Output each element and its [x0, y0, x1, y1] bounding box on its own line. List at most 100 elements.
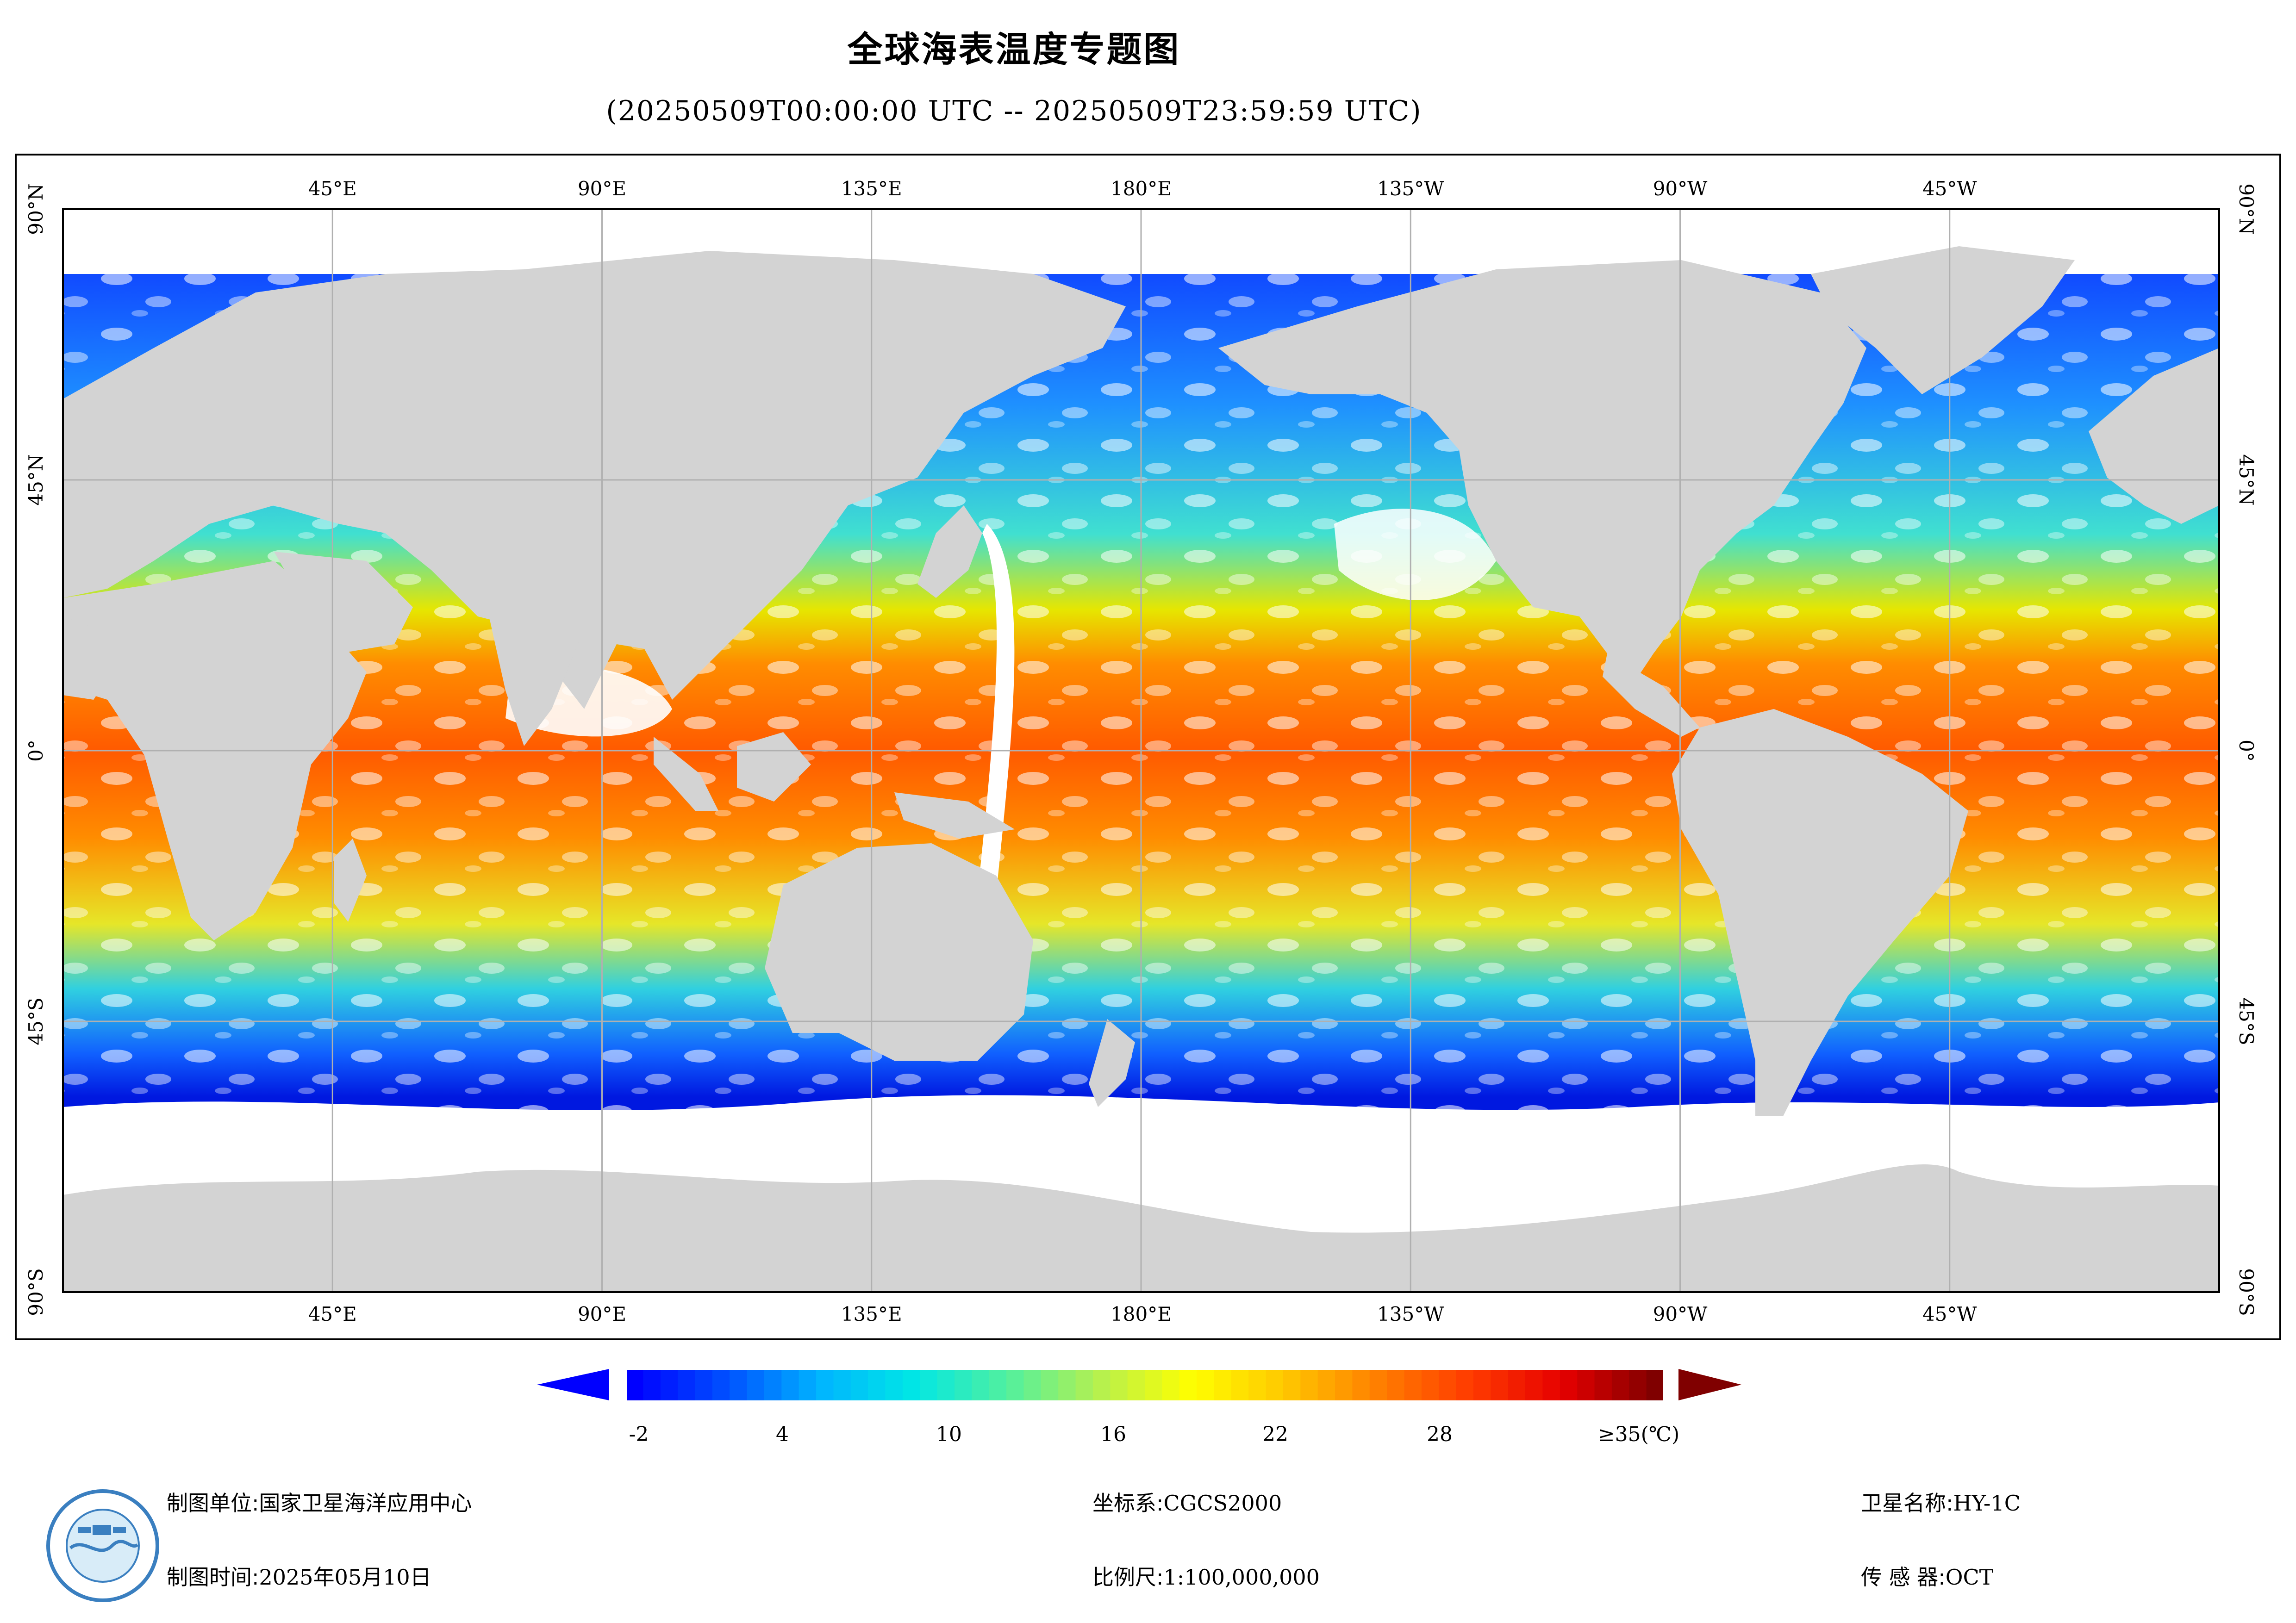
colorbar-swatch	[781, 1369, 799, 1401]
colorbar-swatch	[1058, 1369, 1076, 1401]
lon-tick-label-top: 45°E	[308, 177, 357, 200]
central-america	[1603, 653, 1700, 737]
footer-crs: 坐标系:CGCS2000	[1092, 1486, 1282, 1517]
sumatra	[654, 737, 718, 811]
australia	[765, 843, 1033, 1061]
colorbar-swatch	[1439, 1369, 1457, 1401]
arabia	[274, 552, 413, 653]
colorbar-swatch	[1629, 1369, 1647, 1401]
india	[487, 607, 580, 746]
lat-tick-label-left: 45°N	[25, 454, 47, 505]
colorbar-swatch	[1162, 1369, 1180, 1401]
colorbar-tick-label: -2	[629, 1423, 649, 1446]
colorbar-swatch	[1387, 1369, 1405, 1401]
colorbar-swatch	[643, 1369, 661, 1401]
colorbar-tick-label: 16	[1100, 1423, 1126, 1446]
colorbar-swatch	[799, 1369, 817, 1401]
colorbar-swatch	[954, 1369, 972, 1401]
colorbar-swatch	[902, 1369, 920, 1401]
lon-tick-label-bottom: 90°E	[578, 1303, 626, 1325]
colorbar-swatch	[1023, 1369, 1042, 1401]
colorbar-swatch	[1473, 1369, 1491, 1401]
colorbar-swatch	[1560, 1369, 1578, 1401]
colorbar-swatch	[972, 1369, 990, 1401]
graticule	[63, 209, 2219, 1292]
lon-tick-label-bottom: 135°E	[841, 1303, 902, 1325]
new-zealand	[1089, 1019, 1135, 1107]
colorbar-swatch	[730, 1369, 748, 1401]
lat-tick-label-right: 90°S	[2235, 1268, 2258, 1316]
lon-tick-label-top: 135°W	[1377, 177, 1444, 200]
footer-crs-value: CGCS2000	[1163, 1491, 1282, 1516]
footer-time: 制图时间:2025年05月10日	[167, 1561, 431, 1591]
nsoas-logo-icon	[46, 1489, 159, 1602]
colorbar-swatch	[1197, 1369, 1215, 1401]
footer-sensor-label: 传 感 器:	[1861, 1565, 1946, 1590]
colorbar-swatch	[1092, 1369, 1111, 1401]
colorbar-swatch	[1145, 1369, 1162, 1401]
map-frame	[15, 154, 2281, 1340]
colorbar-swatch	[1231, 1369, 1249, 1401]
north-america	[1218, 260, 1866, 681]
colorbar-swatch	[1283, 1369, 1301, 1401]
lon-tick-label-bottom: 45°E	[308, 1303, 357, 1325]
colorbar-swatch	[1041, 1369, 1059, 1401]
lat-tick-label-left: 90°N	[25, 183, 47, 235]
colorbar-swatch	[1127, 1369, 1145, 1401]
map-border	[62, 208, 2220, 1293]
footer-time-label: 制图时间:	[167, 1565, 259, 1590]
colorbar-swatch	[1508, 1369, 1526, 1401]
colorbar-swatch	[1646, 1369, 1664, 1401]
colorbar-outline	[625, 1368, 1665, 1402]
lat-tick-label-left: 45°S	[25, 997, 47, 1045]
footer-scale-value: 1:100,000,000	[1163, 1565, 1320, 1590]
colorbar-swatch	[1456, 1369, 1474, 1401]
japan	[917, 505, 982, 598]
colorbar-swatch	[1214, 1369, 1232, 1401]
colorbar-legend: -2 4 10 16 22 28 ≥35(℃)	[537, 1368, 1741, 1446]
colorbar-swatch	[833, 1369, 851, 1401]
footer-sensor-value: OCT	[1945, 1565, 1994, 1590]
lat-tick-label-right: 45°N	[2235, 454, 2258, 505]
greenland	[1811, 246, 2075, 394]
footer-sensor: 传 感 器:OCT	[1861, 1561, 1993, 1591]
sst-map[interactable]: 45°E 45°E 90°E 90°E 135°E 135°E 180°E 180°E 135°…	[15, 154, 2281, 1340]
north-pacific-cloud	[1334, 509, 1496, 600]
colorbar-swatch	[885, 1369, 903, 1401]
lon-tick-label-bottom: 180°E	[1111, 1303, 1172, 1325]
lat-tick-label-right: 90°N	[2235, 183, 2258, 235]
colorbar-swatch	[868, 1369, 886, 1401]
colorbar-swatch	[660, 1369, 678, 1401]
colorbar-tick-label: ≥35(℃)	[1598, 1423, 1679, 1446]
colorbar-swatch	[1317, 1369, 1335, 1401]
map-time-range: (20250509T00:00:00 UTC -- 20250509T23:59…	[606, 95, 1422, 127]
colorbar-swatch	[937, 1369, 955, 1401]
footer-crs-label: 坐标系:	[1092, 1491, 1164, 1516]
colorbar-tick-label: 10	[936, 1423, 962, 1446]
west-africa-left-edge	[63, 616, 112, 700]
colorbar-tick-label: 22	[1262, 1423, 1288, 1446]
lat-tick-label-left: 0°	[25, 740, 47, 762]
lon-tick-label-top: 90°E	[578, 177, 626, 200]
colorbar-swatch	[1542, 1369, 1560, 1401]
footer-satellite: 卫星名称:HY-1C	[1861, 1486, 2021, 1517]
lon-tick-label-bottom: 90°W	[1653, 1303, 1708, 1325]
colorbar-swatch	[1404, 1369, 1422, 1401]
colorbar-swatch	[1352, 1369, 1370, 1401]
colorbar-swatch	[850, 1369, 868, 1401]
footer-satellite-label: 卫星名称:	[1861, 1491, 1953, 1516]
colorbar-swatch	[678, 1369, 696, 1401]
lon-tick-label-top: 135°E	[841, 177, 902, 200]
footer-org-label: 制图单位:	[167, 1491, 259, 1516]
colorbar-swatch	[989, 1369, 1007, 1401]
map-title: 全球海表温度专题图	[847, 29, 1181, 70]
colorbar-swatch	[1006, 1369, 1024, 1401]
colorbar-swatch	[1179, 1369, 1197, 1401]
lon-tick-label-top: 90°W	[1653, 177, 1708, 200]
colorbar-swatch	[1611, 1369, 1629, 1401]
borneo	[737, 732, 811, 802]
colorbar-swatch	[1335, 1369, 1353, 1401]
footer-satellite-value: HY-1C	[1953, 1491, 2021, 1516]
footer-scale-label: 比例尺:	[1092, 1565, 1164, 1590]
lat-tick-label-right: 45°S	[2235, 997, 2258, 1045]
